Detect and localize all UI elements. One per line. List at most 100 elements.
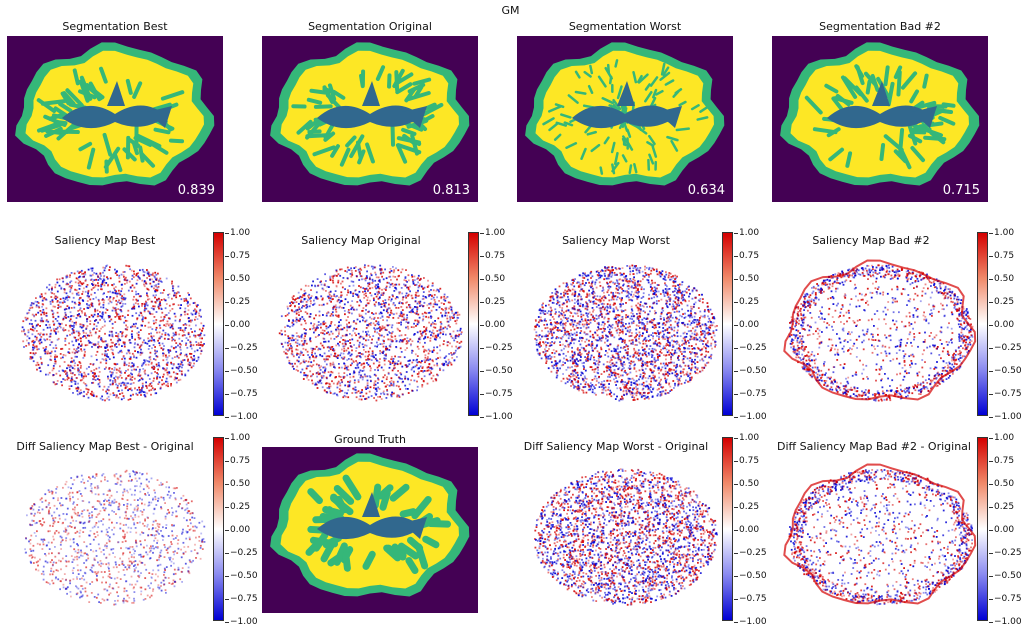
colorbar-tick-label: 0.00 [988, 525, 1015, 535]
saliency-heatmap-graphic [21, 264, 206, 402]
saliency-bad2-image [772, 252, 988, 418]
diff-saliency-best-image [5, 456, 221, 622]
colorbar-tick-label: 0.50 [224, 274, 251, 284]
colorbar-tick-label: −0.25 [989, 343, 1021, 353]
colorbar-tick-label: 0.50 [733, 274, 760, 284]
colorbar-tick-label: 0.25 [988, 502, 1015, 512]
brain-segmentation-graphic [270, 42, 470, 186]
dice-score-best: 0.839 [177, 183, 215, 198]
colorbar-tick-label: 0.50 [479, 274, 506, 284]
colorbar-tick-label: 0.75 [479, 251, 506, 261]
colorbar-tick-label: −0.50 [989, 366, 1021, 376]
colorbar-tick-label: 1.00 [988, 433, 1015, 443]
colorbar-tick-label: −0.25 [734, 548, 767, 558]
panel-title-seg-best: Segmentation Best [62, 20, 168, 33]
colorbar-tick-label: −0.50 [734, 571, 767, 581]
colorbar-tick-label: 0.50 [988, 479, 1015, 489]
colorbar-tick-label: 1.00 [479, 228, 506, 238]
colorbar-tick-label: −0.25 [225, 343, 258, 353]
colorbar-diff-bad2: 1.00 0.75 0.50 0.25 0.00 −0.25 −0.50 −0.75 −1.00 [977, 433, 1021, 627]
brain-segmentation-graphic [525, 42, 725, 186]
dice-score-worst: 0.634 [687, 183, 725, 198]
panel-title-diff-best: Diff Saliency Map Best - Original [16, 440, 194, 453]
colorbar-tick-label: 0.00 [733, 320, 760, 330]
colorbar-diff-best: 1.00 0.75 0.50 0.25 0.00 −0.25 −0.50 −0.75 −1.00 [213, 433, 258, 627]
colorbar-tick-label: 0.25 [224, 502, 251, 512]
colorbar-tick-label: −0.75 [480, 389, 513, 399]
colorbar-tick-label: 0.00 [733, 525, 760, 535]
colorbar-tick-label: 0.50 [224, 479, 251, 489]
colorbar-tick-label: −0.50 [734, 366, 767, 376]
panel-title-diff-bad2: Diff Saliency Map Bad #2 - Original [777, 440, 971, 453]
colorbar-tick-label: −0.50 [989, 571, 1021, 581]
panel-title-sal-original: Saliency Map Original [301, 234, 421, 247]
colorbar-tick-label: 1.00 [224, 433, 251, 443]
colorbar-tick-label: 0.00 [224, 320, 251, 330]
colorbar-sal-worst: 1.00 0.75 0.50 0.25 0.00 −0.25 −0.50 −0.75 −1.00 [722, 228, 767, 422]
colorbar-tick-label: −1.00 [225, 412, 258, 422]
figure-title: GM [501, 4, 520, 17]
colorbar-tick-label: 0.75 [224, 456, 251, 466]
diff-saliency-bad2-image [772, 456, 988, 622]
saliency-heatmap-graphic [783, 259, 977, 402]
segmentation-bad2-image: 0.715 [772, 36, 988, 202]
colorbar-tick-label: −0.25 [225, 548, 258, 558]
colorbar-diff-worst: 1.00 0.75 0.50 0.25 0.00 −0.25 −0.50 −0.75 −1.00 [722, 433, 767, 627]
colorbar-tick-label: 0.75 [988, 456, 1015, 466]
saliency-heatmap-graphic [533, 264, 718, 402]
colorbar-tick-label: −1.00 [989, 617, 1021, 627]
colorbar-tick-label: 0.75 [733, 251, 760, 261]
colorbar-sal-best: 1.00 0.75 0.50 0.25 0.00 −0.25 −0.50 −0.75 −1.00 [213, 228, 258, 422]
colorbar-tick-label: −0.25 [989, 548, 1021, 558]
colorbar-tick-label: 0.25 [733, 502, 760, 512]
colorbar-sal-bad2: 1.00 0.75 0.50 0.25 0.00 −0.25 −0.50 −0.75 −1.00 [977, 228, 1021, 422]
colorbar-tick-label: −0.75 [989, 389, 1021, 399]
segmentation-original-image: 0.813 [262, 36, 478, 202]
colorbar-tick-label: −0.25 [480, 343, 513, 353]
colorbar-tick-label: 0.25 [224, 297, 251, 307]
colorbar-tick-label: 0.00 [988, 320, 1015, 330]
panel-title-seg-original: Segmentation Original [308, 20, 432, 33]
colorbar-tick-label: −0.50 [480, 366, 513, 376]
saliency-original-image [262, 252, 478, 418]
colorbar-tick-label: −0.75 [734, 389, 767, 399]
colorbar-tick-label: −1.00 [734, 617, 767, 627]
colorbar-tick-label: 0.50 [733, 479, 760, 489]
panel-title-seg-bad2: Segmentation Bad #2 [819, 20, 941, 33]
saliency-heatmap-graphic [278, 264, 463, 402]
panel-title-sal-worst: Saliency Map Worst [562, 234, 670, 247]
dice-score-original: 0.813 [432, 183, 470, 198]
colorbar-tick-label: 0.25 [733, 297, 760, 307]
colorbar-tick-label: 0.75 [733, 456, 760, 466]
colorbar-tick-label: 1.00 [733, 228, 760, 238]
panel-title-diff-worst: Diff Saliency Map Worst - Original [523, 440, 709, 453]
colorbar-tick-label: −0.50 [225, 571, 258, 581]
panel-title-sal-best: Saliency Map Best [54, 234, 156, 247]
colorbar-tick-label: 0.75 [224, 251, 251, 261]
panel-title-ground-truth: Ground Truth [334, 433, 406, 446]
colorbar-tick-label: 0.50 [988, 274, 1015, 284]
dice-score-bad2: 0.715 [942, 183, 980, 198]
colorbar-tick-label: 1.00 [988, 228, 1015, 238]
colorbar-tick-label: 0.25 [479, 297, 506, 307]
panel-title-seg-worst: Segmentation Worst [568, 20, 682, 33]
saliency-heatmap-graphic [534, 468, 718, 606]
colorbar-tick-label: 0.00 [224, 525, 251, 535]
brain-segmentation-graphic [270, 453, 470, 597]
saliency-best-image [5, 252, 221, 418]
saliency-heatmap-graphic [783, 463, 977, 606]
ground-truth-image [262, 447, 478, 613]
colorbar-tick-label: 0.25 [988, 297, 1015, 307]
panel-title-sal-bad2: Saliency Map Bad #2 [812, 234, 930, 247]
colorbar-tick-label: −0.75 [734, 594, 767, 604]
colorbar-tick-label: −0.75 [989, 594, 1021, 604]
colorbar-tick-label: −1.00 [480, 412, 513, 422]
colorbar-tick-label: −1.00 [734, 412, 767, 422]
colorbar-tick-label: 1.00 [224, 228, 251, 238]
colorbar-tick-label: 1.00 [733, 433, 760, 443]
segmentation-worst-image: 0.634 [517, 36, 733, 202]
segmentation-best-image: 0.839 [7, 36, 223, 202]
colorbar-tick-label: −0.75 [225, 389, 258, 399]
colorbar-sal-original: 1.00 0.75 0.50 0.25 0.00 −0.25 −0.50 −0.75 −1.00 [468, 228, 513, 422]
colorbar-tick-label: −0.50 [225, 366, 258, 376]
